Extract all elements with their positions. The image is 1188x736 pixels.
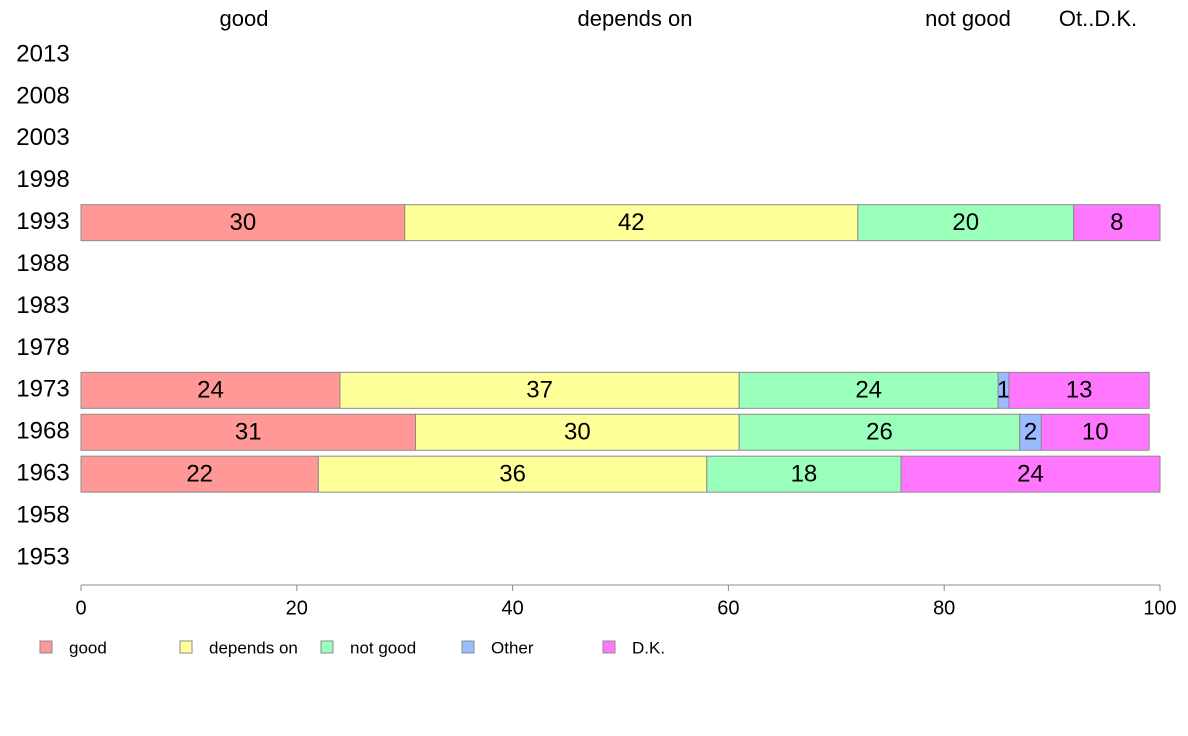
year-label-1983: 1983 (16, 292, 69, 319)
year-label-1978: 1978 (16, 334, 69, 361)
data-label-1973-not-good: 24 (855, 377, 882, 404)
legend-swatch-other (461, 640, 475, 654)
data-label-1973-depends-on: 37 (526, 377, 553, 404)
bar-1993-not-good (857, 204, 1075, 242)
data-label-1993-not-good: 20 (952, 209, 979, 236)
data-label-1968-depends-on: 30 (564, 419, 591, 446)
x-tick-label-0: 0 (75, 597, 86, 619)
year-label-2013: 2013 (16, 40, 69, 67)
data-label-1993-depends-on: 42 (618, 209, 645, 236)
data-label-1968-other: 2 (1024, 419, 1037, 446)
data-label-1993-good: 30 (229, 209, 256, 236)
column-header-not-good: not good (925, 6, 1011, 31)
x-tick-label-40: 40 (501, 597, 523, 619)
data-label-1963-depends-on: 36 (499, 461, 526, 488)
year-label-1998: 1998 (16, 166, 69, 193)
data-label-1963-not-good: 18 (791, 461, 818, 488)
legend-label-other: Other (491, 638, 534, 657)
legend-label-not-good: not good (350, 638, 416, 657)
data-label-1963-d-k-: 24 (1017, 461, 1044, 488)
data-label-1963-good: 22 (186, 461, 213, 488)
year-label-1968: 1968 (16, 418, 69, 445)
x-tick-label-20: 20 (286, 597, 308, 619)
legend-label-good: good (69, 638, 107, 657)
bar-1993-depends-on (404, 204, 859, 242)
legend-swatch-depends-on (179, 640, 193, 654)
column-header-ot-d-k-: Ot..D.K. (1059, 6, 1137, 31)
bar-1973-not-good (738, 371, 999, 409)
data-label-1973-other: 1 (997, 377, 1010, 404)
year-label-2003: 2003 (16, 124, 69, 151)
column-header-depends-on: depends on (578, 6, 693, 31)
bar-1968-d-k- (1040, 413, 1150, 451)
bar-1968-not-good (738, 413, 1021, 451)
x-tick-label-80: 80 (933, 597, 955, 619)
data-label-1973-d-k-: 13 (1066, 377, 1093, 404)
bar-1973-d-k- (1008, 371, 1150, 409)
data-label-1968-good: 31 (235, 419, 262, 446)
bar-1968-good (80, 413, 416, 451)
year-label-1988: 1988 (16, 250, 69, 277)
bar-1993-good (80, 204, 406, 242)
year-label-1958: 1958 (16, 501, 69, 528)
year-label-1993: 1993 (16, 208, 69, 235)
bar-1973-good (80, 371, 341, 409)
bar-1963-d-k- (900, 455, 1161, 493)
data-label-1968-d-k-: 10 (1082, 419, 1109, 446)
legend-swatch-not-good (320, 640, 334, 654)
year-label-1963: 1963 (16, 460, 69, 487)
data-label-1973-good: 24 (197, 377, 224, 404)
year-label-2008: 2008 (16, 82, 69, 109)
data-label-1993-d-k-: 8 (1110, 209, 1123, 236)
data-label-1968-not-good: 26 (866, 419, 893, 446)
year-label-1953: 1953 (16, 543, 69, 570)
bar-1973-depends-on (339, 371, 740, 409)
year-label-1973: 1973 (16, 376, 69, 403)
x-tick-label-100: 100 (1143, 597, 1176, 619)
legend-swatch-good (39, 640, 53, 654)
legend-label-d-k-: D.K. (632, 638, 665, 657)
bar-1968-depends-on (414, 413, 740, 451)
bar-1993-d-k- (1073, 204, 1161, 242)
legend-label-depends-on: depends on (209, 638, 298, 657)
x-tick-label-60: 60 (717, 597, 739, 619)
bar-1963-not-good (706, 455, 902, 493)
bar-1963-depends-on (317, 455, 708, 493)
column-header-good: good (220, 6, 269, 31)
legend-swatch-d-k- (602, 640, 616, 654)
